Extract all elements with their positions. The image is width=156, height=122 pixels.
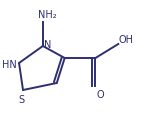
Text: NH₂: NH₂ [37, 10, 56, 20]
Text: HN: HN [2, 60, 17, 70]
Text: S: S [18, 95, 24, 105]
Text: OH: OH [119, 35, 134, 45]
Text: N: N [44, 40, 51, 50]
Text: O: O [97, 90, 104, 100]
